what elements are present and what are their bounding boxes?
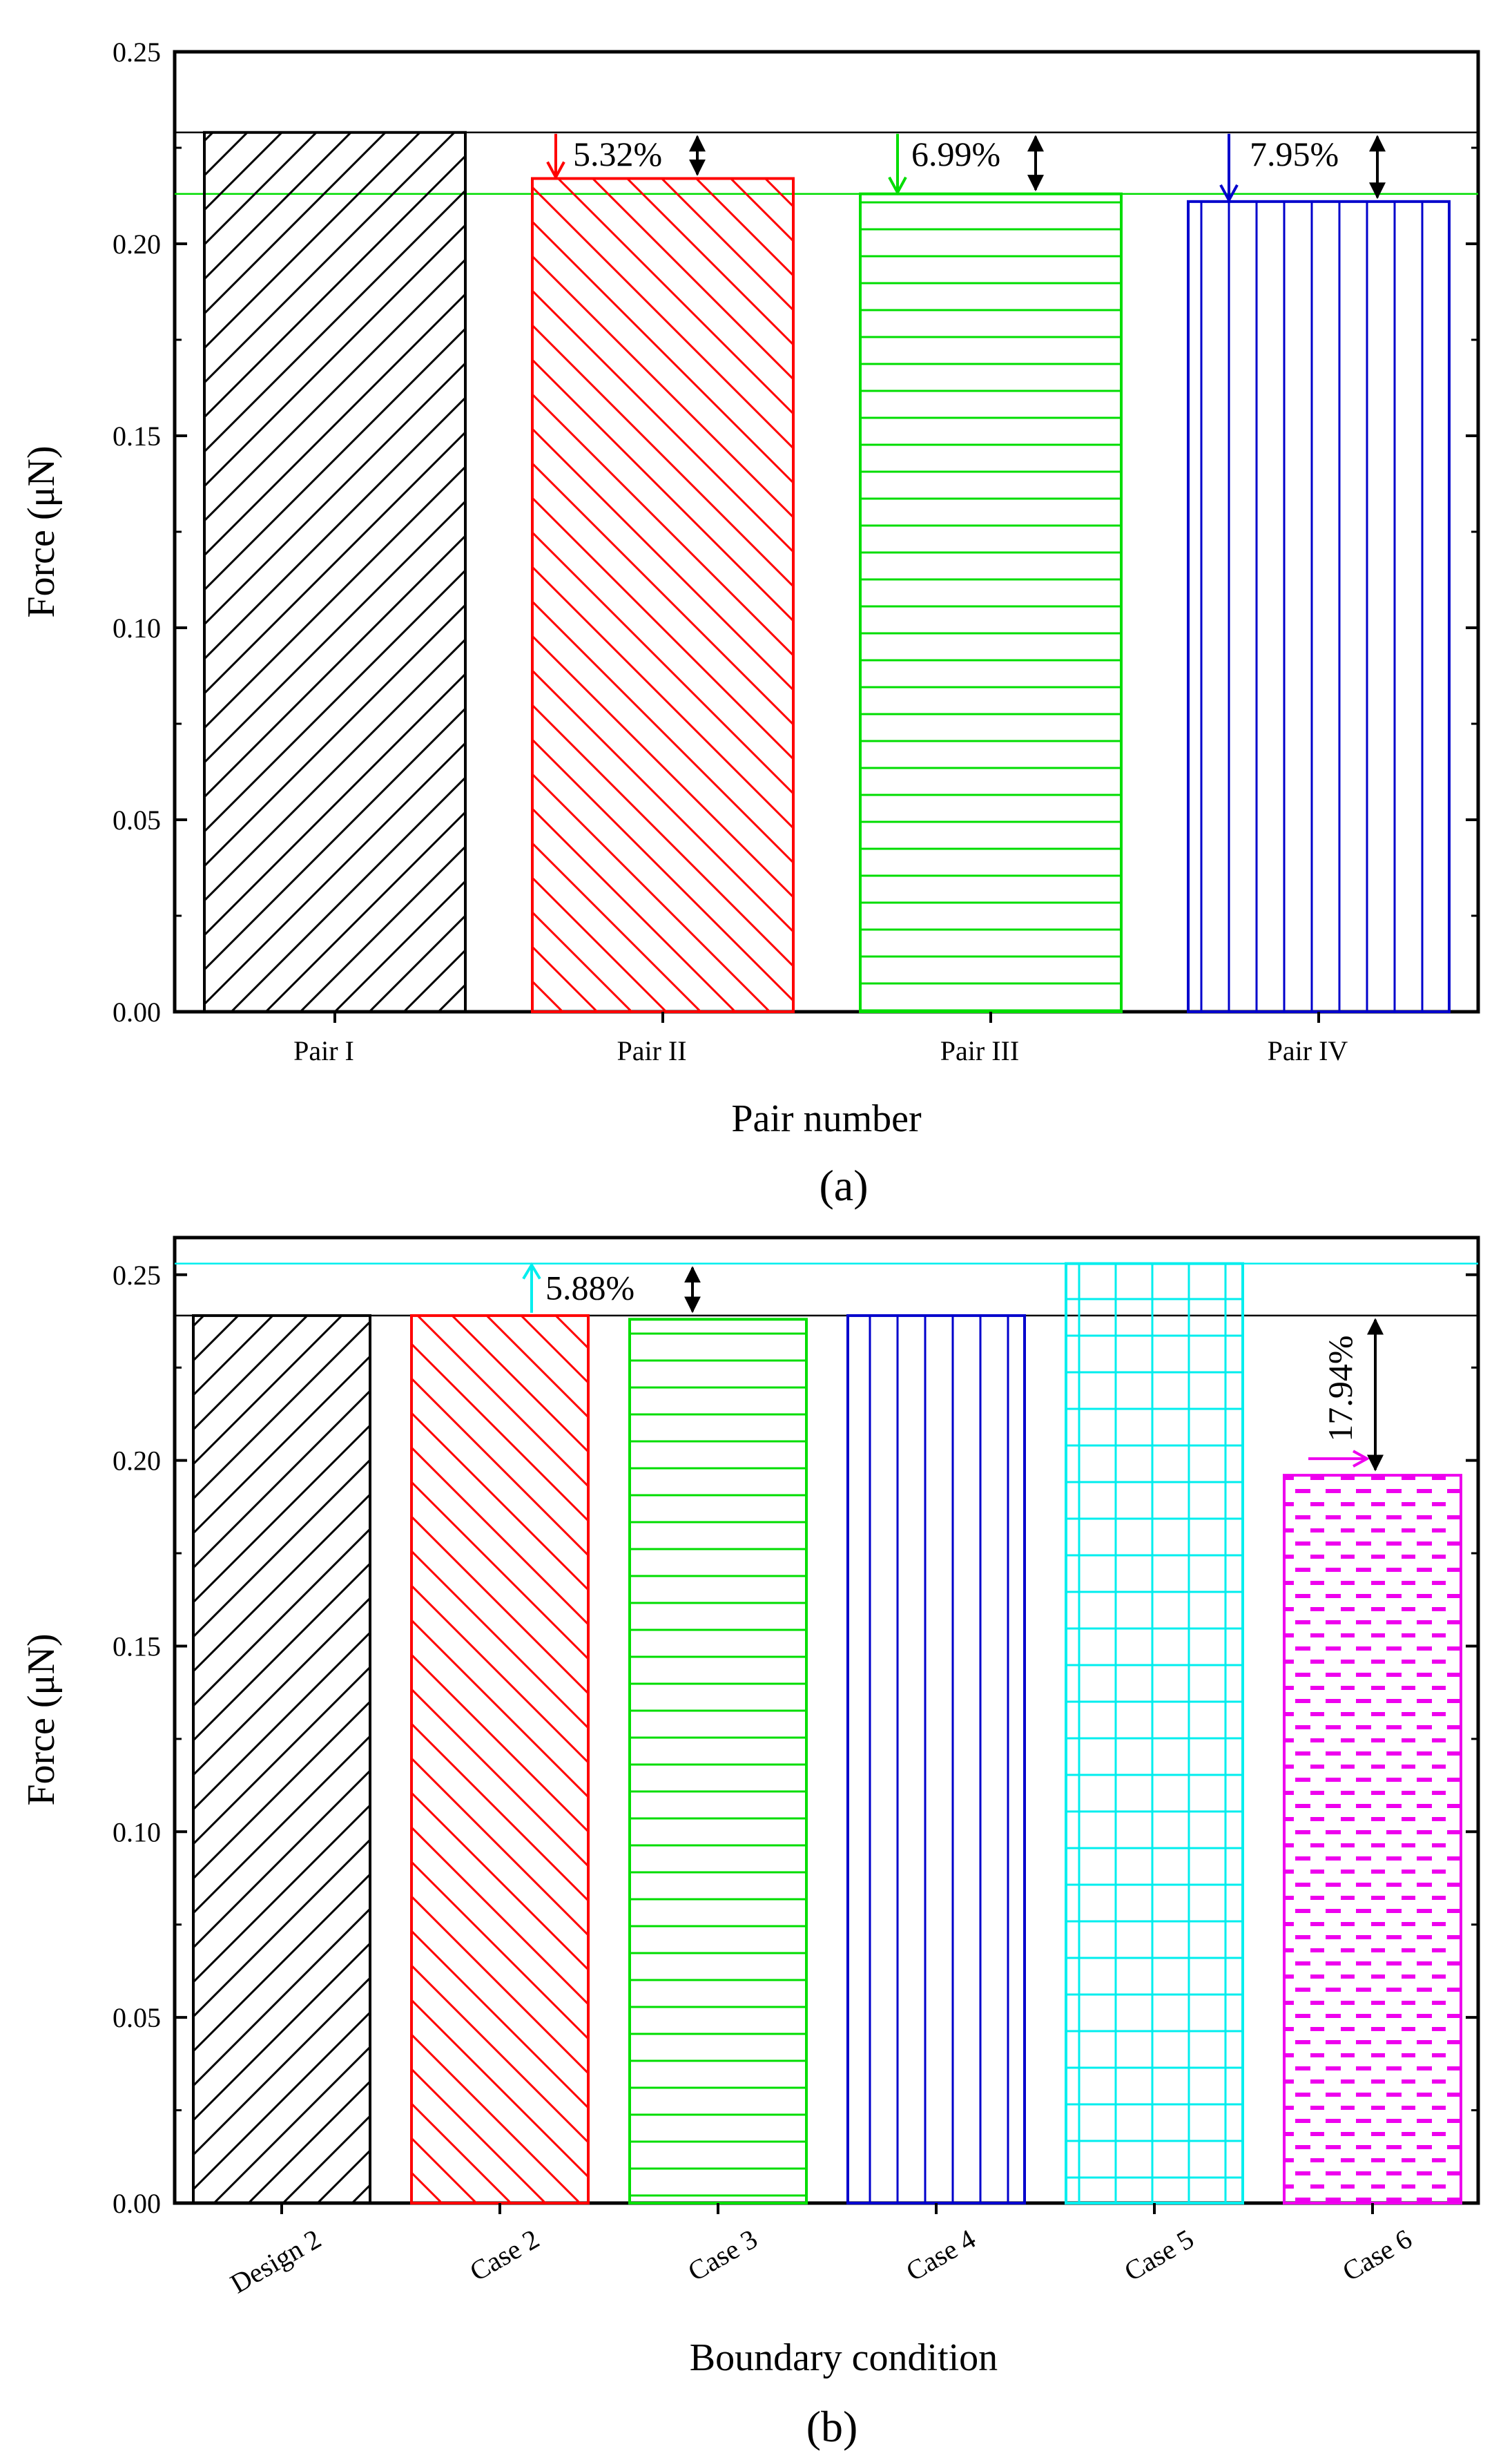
x-tick-label: Case 6 (1337, 2223, 1417, 2287)
x-tick-label: Case 3 (683, 2223, 763, 2287)
annotation-arrowhead (546, 161, 565, 180)
y-tick-label: 0.15 (113, 421, 161, 452)
x-tick-label: Pair IV (1268, 1035, 1348, 1066)
x-axis-a: Pair I Pair II Pair III Pair IV (293, 1012, 1348, 1066)
x-tick-label: Pair II (617, 1035, 686, 1066)
y-tick-label: 0.25 (113, 37, 161, 68)
panel-a: 5.32% 6.99% 7.95% 0.00 0.05 0.10 0.15 0.20 0.25… (20, 37, 1480, 1210)
y-tick-label: 0.10 (113, 1816, 161, 1847)
bar-case-5 (1065, 1262, 1244, 2204)
reference-lines-b (175, 1262, 1478, 1317)
bar-pair-iv (1187, 200, 1451, 1014)
x-tick-label: Case 4 (901, 2223, 981, 2287)
x-axis-title-a: Pair number (731, 1097, 922, 1140)
bar-pair-iii (859, 192, 1123, 1014)
annotations-b: 5.88% 17.94% (522, 1262, 1384, 1472)
y-axis-a: 0.00 0.05 0.10 0.15 0.20 0.25 (113, 37, 1478, 1028)
y-axis-title-a: Force (μN) (20, 445, 63, 617)
y-tick-label: 0.15 (113, 1631, 161, 1662)
y-tick-label: 0.20 (113, 1445, 161, 1477)
bar-case-2 (410, 1314, 590, 2204)
x-tick-label: Pair III (940, 1035, 1019, 1066)
x-tick-label: Design 2 (225, 2223, 327, 2300)
panel-b: 5.88% 17.94% 0.00 0.05 0.10 0.15 0.20 0.25 Des… (20, 1236, 1480, 2451)
bar-design-2 (192, 1314, 371, 2204)
x-axis-title-b: Boundary condition (690, 2336, 998, 2379)
annotation-label: 6.99% (911, 135, 1000, 173)
panel-label-b: (b) (806, 2402, 858, 2451)
y-tick-label: 0.25 (113, 1260, 161, 1291)
annotation-arrowhead (1219, 184, 1239, 204)
x-tick-label: Pair I (293, 1035, 354, 1066)
y-tick-label: 0.05 (113, 805, 161, 836)
annotation-arrowhead (888, 176, 907, 195)
bar-case-3 (628, 1318, 808, 2204)
panel-label-a: (a) (819, 1161, 868, 1210)
y-tick-label: 0.20 (113, 229, 161, 260)
y-axis-b: 0.00 0.05 0.10 0.15 0.20 0.25 (113, 1260, 1478, 2219)
annotation-label: 7.95% (1250, 135, 1339, 173)
y-tick-label: 0.05 (113, 2002, 161, 2033)
y-tick-label: 0.10 (113, 613, 161, 644)
bar-pair-ii (531, 177, 795, 1014)
annotation-label: 17.94% (1321, 1335, 1359, 1441)
plot-frame-b (173, 1236, 1480, 2205)
bar-case-6 (1283, 1474, 1462, 2204)
y-axis-title-b: Force (μN) (20, 1633, 63, 1805)
annotation-label: 5.32% (573, 135, 662, 173)
annotation-arrowhead (522, 1262, 541, 1280)
bars-a (203, 131, 1451, 1014)
y-tick-label: 0.00 (113, 997, 161, 1028)
annotation-label: 5.88% (545, 1269, 634, 1307)
bars-b (192, 1262, 1462, 2204)
y-tick-label: 0.00 (113, 2188, 161, 2219)
bar-pair-i (203, 131, 467, 1013)
x-tick-label: Case 5 (1119, 2223, 1199, 2287)
annotations-a: 5.32% 6.99% 7.95% (546, 133, 1386, 204)
bar-case-4 (846, 1314, 1026, 2204)
x-tick-label: Case 2 (465, 2223, 545, 2287)
x-axis-b: Design 2 Case 2 Case 3 Case 4 Case 5 Case 6 (225, 2203, 1417, 2299)
